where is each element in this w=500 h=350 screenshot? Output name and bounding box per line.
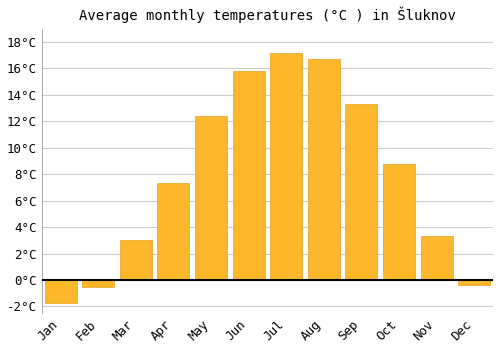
Bar: [82, 280, 114, 287]
Bar: [195, 116, 227, 280]
Bar: [44, 280, 76, 302]
Bar: [120, 240, 152, 280]
Bar: [158, 183, 190, 280]
Bar: [383, 164, 415, 280]
Title: Average monthly temperatures (°C ) in Šluknov: Average monthly temperatures (°C ) in Šl…: [79, 7, 456, 23]
Bar: [270, 52, 302, 280]
Bar: [346, 104, 378, 280]
Bar: [232, 71, 264, 280]
Bar: [308, 59, 340, 280]
Bar: [420, 236, 452, 280]
Bar: [458, 280, 490, 285]
